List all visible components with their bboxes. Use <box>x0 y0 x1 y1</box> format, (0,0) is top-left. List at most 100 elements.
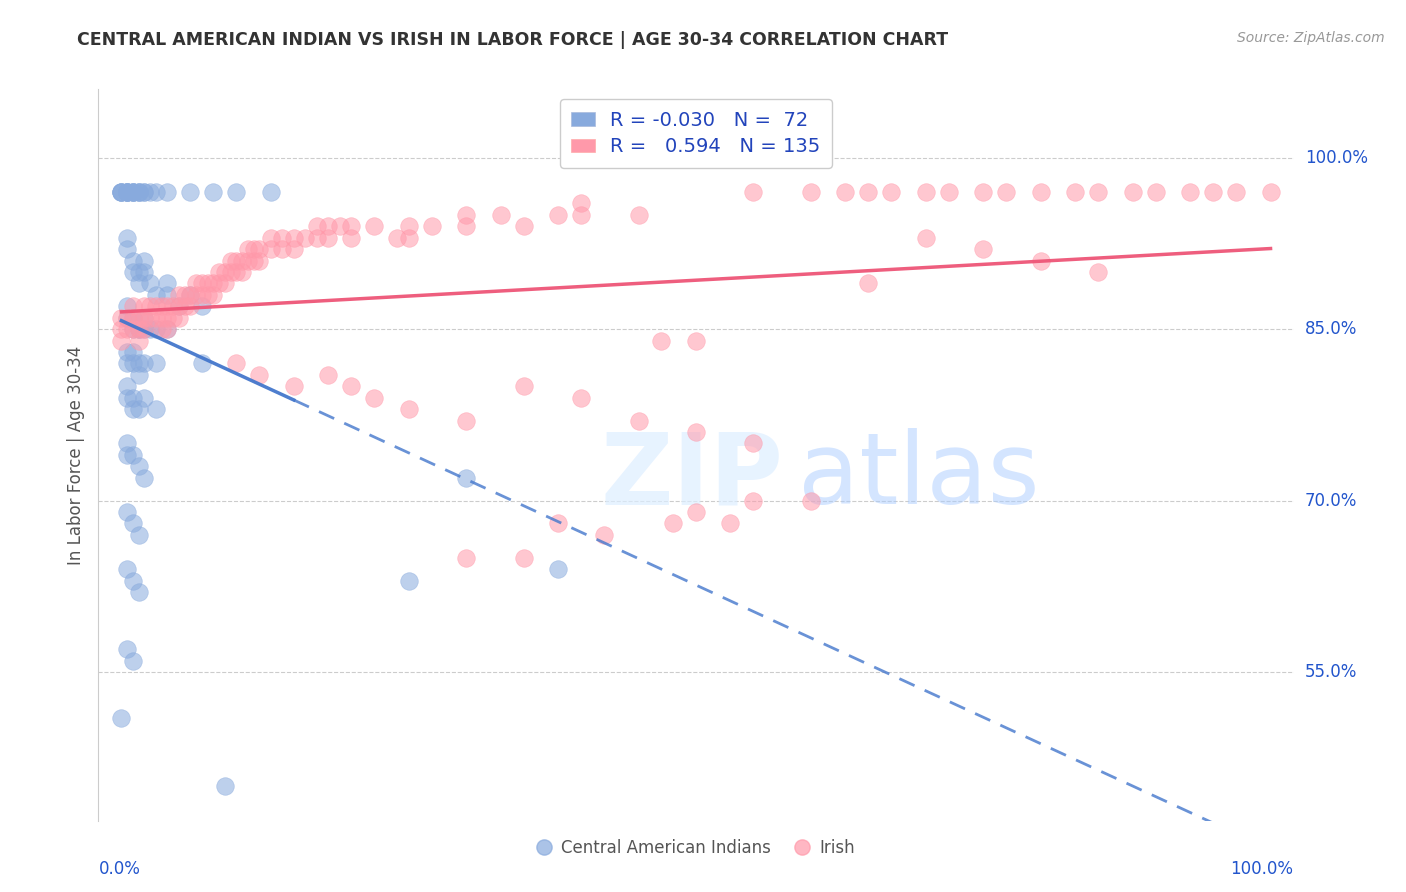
Point <box>219 253 242 268</box>
Point <box>122 185 145 199</box>
Point <box>260 231 283 245</box>
Point <box>363 219 385 234</box>
Point <box>197 288 219 302</box>
Point <box>742 493 765 508</box>
Point <box>128 368 150 382</box>
Point <box>720 516 742 531</box>
Point <box>156 310 179 325</box>
Point <box>184 277 207 291</box>
Point <box>115 310 138 325</box>
Point <box>191 288 214 302</box>
Point <box>662 516 685 531</box>
Point <box>1029 253 1052 268</box>
Point <box>1087 185 1109 199</box>
Point <box>115 185 138 199</box>
Point <box>834 185 856 199</box>
Point <box>156 299 179 313</box>
Point <box>800 185 823 199</box>
Point <box>236 253 259 268</box>
Point <box>512 379 534 393</box>
Point <box>122 391 145 405</box>
Point <box>145 185 167 199</box>
Point <box>456 550 478 565</box>
Point <box>247 368 270 382</box>
Point <box>128 459 150 474</box>
Point <box>1202 185 1225 199</box>
Point <box>156 185 179 199</box>
Point <box>122 265 145 279</box>
Point <box>214 277 236 291</box>
Point <box>122 299 145 313</box>
Point <box>134 185 156 199</box>
Point <box>156 322 179 336</box>
Point <box>880 185 903 199</box>
Point <box>134 253 156 268</box>
Point <box>122 185 145 199</box>
Point <box>225 253 247 268</box>
Legend: Central American Indians, Irish: Central American Indians, Irish <box>530 832 862 863</box>
Point <box>271 242 294 256</box>
Point <box>128 356 150 371</box>
Point <box>134 471 156 485</box>
Point <box>363 391 385 405</box>
Point <box>167 310 190 325</box>
Point <box>512 550 534 565</box>
Point <box>122 516 145 531</box>
Point <box>247 242 270 256</box>
Point <box>139 322 162 336</box>
Point <box>134 185 156 199</box>
Text: 100.0%: 100.0% <box>1305 149 1368 167</box>
Point <box>122 310 145 325</box>
Point <box>456 414 478 428</box>
Point <box>110 334 132 348</box>
Point <box>202 277 225 291</box>
Point <box>115 448 138 462</box>
Point <box>179 185 201 199</box>
Point <box>316 368 339 382</box>
Point <box>115 562 138 576</box>
Point <box>122 310 145 325</box>
Point <box>225 265 247 279</box>
Point <box>134 391 156 405</box>
Text: CENTRAL AMERICAN INDIAN VS IRISH IN LABOR FORCE | AGE 30-34 CORRELATION CHART: CENTRAL AMERICAN INDIAN VS IRISH IN LABO… <box>77 31 949 49</box>
Point <box>569 391 592 405</box>
Point <box>122 574 145 588</box>
Point <box>184 288 207 302</box>
Point <box>128 528 150 542</box>
Point <box>420 219 443 234</box>
Point <box>685 425 707 439</box>
Point <box>398 574 420 588</box>
Point <box>1064 185 1087 199</box>
Point <box>685 505 707 519</box>
Text: ZIP: ZIP <box>600 428 783 525</box>
Point <box>122 448 145 462</box>
Point <box>115 391 138 405</box>
Point <box>122 654 145 668</box>
Point <box>122 345 145 359</box>
Point <box>115 185 138 199</box>
Point <box>972 242 994 256</box>
Point <box>858 277 880 291</box>
Point <box>1087 265 1109 279</box>
Point <box>134 310 156 325</box>
Point <box>156 277 179 291</box>
Text: 70.0%: 70.0% <box>1305 491 1357 509</box>
Point <box>128 402 150 417</box>
Point <box>283 242 305 256</box>
Point <box>202 288 225 302</box>
Point <box>162 299 184 313</box>
Point <box>110 185 132 199</box>
Point <box>456 208 478 222</box>
Point <box>685 334 707 348</box>
Point <box>179 299 201 313</box>
Point <box>398 231 420 245</box>
Point <box>316 219 339 234</box>
Point <box>167 288 190 302</box>
Point <box>316 231 339 245</box>
Point <box>972 185 994 199</box>
Point <box>128 265 150 279</box>
Point <box>214 265 236 279</box>
Point <box>167 299 190 313</box>
Point <box>197 277 219 291</box>
Point <box>115 356 138 371</box>
